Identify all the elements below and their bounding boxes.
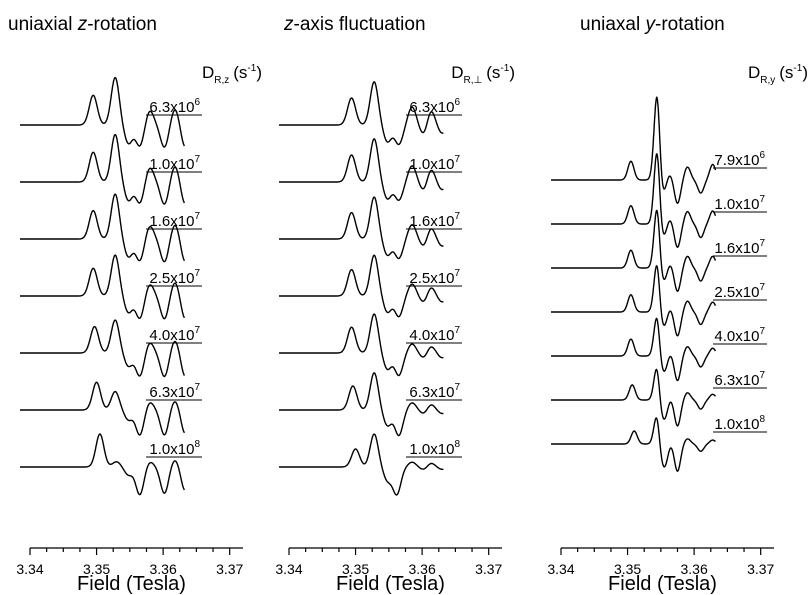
x-tick-label: 3.37 bbox=[216, 561, 243, 577]
chart-panel-1: uniaxial z-rotation DR,z (s-1)6.3x106 1.0x1… bbox=[8, 14, 262, 595]
spectrum-line bbox=[551, 417, 716, 472]
x-tick-label: 3.37 bbox=[475, 561, 502, 577]
parameter-heading: DR,y (s-1) bbox=[748, 63, 808, 86]
spectrum-line bbox=[20, 76, 186, 148]
x-tick-label: 3.35 bbox=[614, 561, 641, 577]
series-label: 7.9x106 bbox=[714, 150, 765, 169]
x-tick-label: 3.34 bbox=[275, 561, 302, 577]
x-tick-label: 3.36 bbox=[409, 561, 436, 577]
series-label: 1.0x107 bbox=[714, 194, 765, 213]
spectrum-line bbox=[551, 152, 717, 248]
series-label: 6.3x107 bbox=[149, 382, 200, 401]
spectrum-line bbox=[551, 368, 717, 427]
series-label: 1.6x107 bbox=[149, 211, 200, 230]
series-label: 2.5x107 bbox=[409, 268, 460, 287]
spectrum-line bbox=[279, 196, 444, 260]
series-label: 1.0x108 bbox=[714, 414, 765, 433]
spectrum-line bbox=[20, 193, 186, 263]
series-label: 6.3x106 bbox=[409, 97, 460, 116]
series-label: 1.0x107 bbox=[149, 154, 200, 173]
spectrum-line bbox=[551, 209, 717, 292]
spectrum-line bbox=[20, 133, 186, 205]
parameter-heading: DR,⊥ (s-1) bbox=[451, 63, 515, 86]
spectrum-line bbox=[551, 264, 717, 337]
spectrum-line bbox=[551, 317, 717, 382]
spectrum-line bbox=[279, 313, 444, 377]
chart-panel-2: z-axis fluctuation DR,⊥ (s-1) 6.3x106 1.0x10… bbox=[275, 14, 515, 595]
series-label: 1.0x108 bbox=[149, 439, 200, 458]
x-axis-label: Field (Tesla) bbox=[608, 573, 717, 595]
series-label: 2.5x107 bbox=[149, 268, 200, 287]
panel-title: uniaxial z-rotation bbox=[8, 14, 157, 35]
spectrum-line bbox=[279, 372, 444, 437]
spectrum-line bbox=[279, 254, 444, 318]
spectrum-line bbox=[279, 433, 444, 496]
series-label: 1.6x107 bbox=[714, 238, 765, 257]
spectrum-line bbox=[20, 433, 186, 496]
spectrum-line bbox=[20, 254, 186, 320]
chart-panel-3: uniaxal y-rotation DR,y (s-1) 7.9x106 1.0x10… bbox=[547, 14, 808, 595]
spectrum-line bbox=[20, 319, 186, 378]
panel-title: uniaxal y-rotation bbox=[580, 14, 725, 35]
series-label: 6.3x107 bbox=[714, 370, 765, 389]
x-tick-label: 3.35 bbox=[83, 561, 110, 577]
x-tick-label: 3.34 bbox=[547, 561, 574, 577]
x-tick-label: 3.35 bbox=[342, 561, 369, 577]
series-label: 6.3x107 bbox=[409, 382, 460, 401]
series-label: 1.0x107 bbox=[409, 154, 460, 173]
panel-title: z-axis fluctuation bbox=[283, 14, 426, 35]
spectrum-line bbox=[20, 381, 186, 436]
series-label: 4.0x107 bbox=[714, 326, 765, 345]
series-label: 6.3x106 bbox=[149, 97, 200, 116]
x-tick-label: 3.36 bbox=[681, 561, 708, 577]
series-label: 1.6x107 bbox=[409, 211, 460, 230]
x-tick-label: 3.36 bbox=[150, 561, 177, 577]
x-tick-label: 3.34 bbox=[16, 561, 43, 577]
x-axis-label: Field (Tesla) bbox=[336, 573, 445, 595]
series-label: 2.5x107 bbox=[714, 282, 765, 301]
spectrum-line bbox=[279, 138, 444, 202]
x-tick-label: 3.37 bbox=[747, 561, 774, 577]
series-label: 1.0x108 bbox=[409, 439, 460, 458]
series-label: 4.0x107 bbox=[149, 325, 200, 344]
spectrum-line bbox=[551, 96, 717, 204]
parameter-heading: DR,z (s-1) bbox=[202, 63, 262, 86]
series-label: 4.0x107 bbox=[409, 325, 460, 344]
x-axis-label: Field (Tesla) bbox=[77, 573, 186, 595]
